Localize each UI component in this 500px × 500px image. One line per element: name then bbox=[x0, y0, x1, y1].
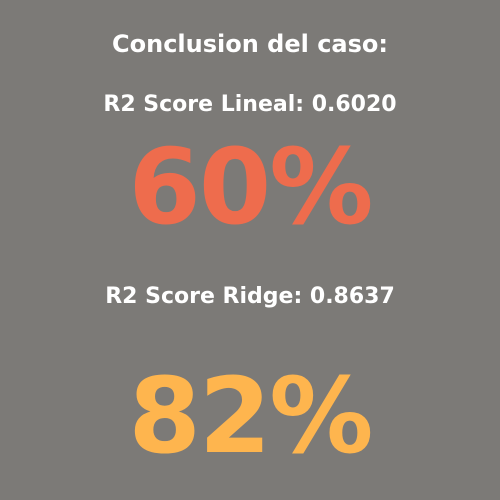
ridge-percent: 82% bbox=[128, 355, 374, 477]
lineal-percent: 60% bbox=[128, 126, 374, 248]
r2-score-lineal-label: R2 Score Lineal: 0.6020 bbox=[103, 92, 397, 117]
r2-score-ridge-label: R2 Score Ridge: 0.8637 bbox=[105, 284, 395, 309]
conclusion-title: Conclusion del caso: bbox=[112, 30, 388, 58]
